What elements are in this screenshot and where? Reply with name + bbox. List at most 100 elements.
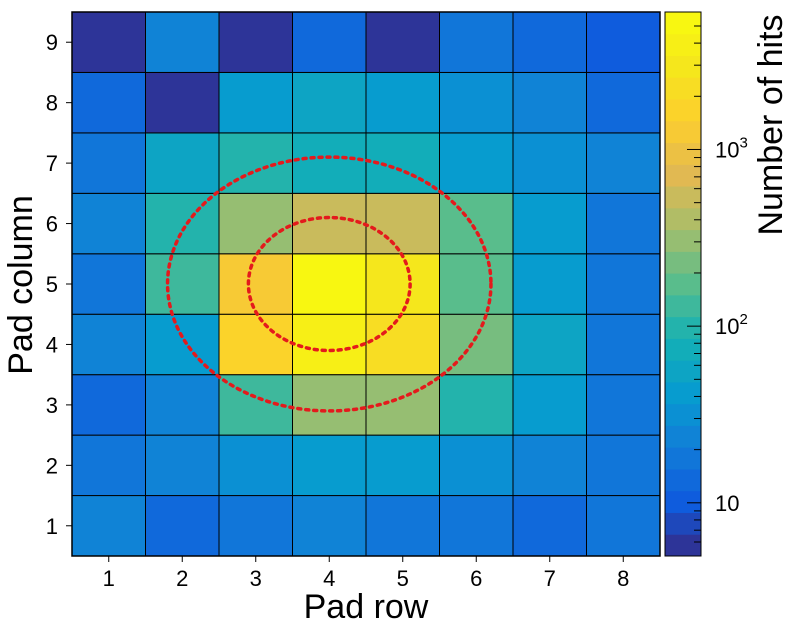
colorbar-segment	[665, 294, 701, 318]
colorbar-segment	[665, 447, 701, 470]
heatmap-cell	[218, 495, 293, 557]
y-tick-label: 4	[46, 332, 58, 357]
heatmap-cell	[439, 132, 514, 194]
heatmap-cell	[365, 71, 440, 134]
colorbar-segment	[665, 99, 701, 122]
heatmap-cell	[439, 374, 514, 436]
heatmap-cell	[71, 11, 146, 73]
heatmap-cell	[512, 313, 587, 376]
colorbar-segment	[665, 164, 701, 187]
heatmap-cell	[586, 71, 661, 134]
heatmap-cell	[439, 495, 514, 557]
heatmap-cell	[586, 434, 661, 497]
heatmap-cell	[71, 71, 146, 134]
y-tick-label: 3	[46, 393, 58, 418]
annotation-ellipse	[246, 215, 412, 353]
x-tick-label: 1	[103, 566, 115, 591]
heatmap-cell	[512, 71, 587, 134]
heatmap-cell	[365, 11, 440, 73]
heatmap-cell	[145, 313, 220, 376]
x-tick-label: 3	[250, 566, 262, 591]
colorbar-tick-label: 103	[715, 134, 748, 162]
heatmap-cell	[512, 11, 587, 73]
heatmap-cell	[439, 434, 514, 497]
y-axis-ticks: 1 2 3 4 5 6 7 8 9	[46, 30, 72, 539]
heatmap-cell	[71, 313, 146, 376]
colorbar-segment	[665, 512, 701, 535]
colorbar-segment	[665, 120, 701, 144]
heatmap-cell	[292, 132, 367, 194]
heatmap-cell	[71, 253, 146, 315]
colorbar-segment	[665, 468, 701, 492]
heatmap-cell	[145, 374, 220, 436]
heatmap-cell	[218, 192, 293, 255]
colorbar-segment	[665, 33, 701, 57]
heatmap-cell	[292, 71, 367, 134]
heatmap-cell	[586, 192, 661, 255]
heatmap-cell	[218, 434, 293, 497]
heatmap-cell	[586, 374, 661, 436]
heatmap-cell	[439, 253, 514, 315]
heatmap-cell	[365, 192, 440, 255]
heatmap-cell	[292, 495, 367, 557]
x-tick-label: 2	[176, 566, 188, 591]
heatmap-cell	[586, 313, 661, 376]
heatmap-cell	[512, 132, 587, 194]
heatmap-cell	[292, 253, 367, 315]
heatmap-cell	[512, 434, 587, 497]
heatmap-cell	[292, 374, 367, 436]
colorbar-segment	[665, 12, 701, 35]
heatmap-cell	[292, 192, 367, 255]
colorbar-segment	[665, 403, 701, 426]
y-tick-label: 5	[46, 272, 58, 297]
colorbar-segment	[665, 316, 701, 339]
heatmap-cell	[586, 495, 661, 557]
colorbar-segment	[665, 55, 701, 78]
heatmap-cell	[365, 253, 440, 315]
heatmap-cell	[218, 253, 293, 315]
heatmap-cell	[71, 192, 146, 255]
heatmap-cell	[71, 434, 146, 497]
heatmap-cell	[512, 495, 587, 557]
heatmap-cell	[145, 495, 220, 557]
x-tick-label: 5	[397, 566, 409, 591]
heatmap-cell	[365, 313, 440, 376]
heatmap-cell	[218, 11, 293, 73]
heatmap-cell	[292, 11, 367, 73]
heatmap-cell	[512, 253, 587, 315]
heatmap-cell	[439, 71, 514, 134]
heatmap-cell	[145, 11, 220, 73]
y-tick-label: 2	[46, 453, 58, 478]
heatmap-cell	[218, 313, 293, 376]
heatmap-cell	[586, 253, 661, 315]
colorbar-segment	[665, 142, 701, 165]
colorbar-segment	[665, 338, 701, 361]
x-tick-label: 7	[544, 566, 556, 591]
colorbar: 10 102 103	[664, 11, 748, 557]
heatmap-cell	[71, 132, 146, 194]
heatmap-cells	[71, 11, 661, 557]
heatmap-cell	[512, 374, 587, 436]
y-tick-label: 8	[46, 91, 58, 116]
y-tick-label: 7	[46, 151, 58, 176]
heatmap-cell	[71, 495, 146, 557]
heatmap-cell	[145, 192, 220, 255]
heatmap-cell	[439, 313, 514, 376]
colorbar-segment	[665, 534, 701, 557]
heatmap-cell	[145, 253, 220, 315]
heatmap-cell	[439, 11, 514, 73]
heatmap-cell	[145, 434, 220, 497]
heatmap-cell	[439, 192, 514, 255]
heatmap-cell	[145, 132, 220, 194]
colorbar-segment	[665, 207, 701, 231]
heatmap-cell	[292, 434, 367, 497]
colorbar-frame	[664, 11, 702, 557]
heatmap-cell	[586, 11, 661, 73]
y-tick-label: 6	[46, 212, 58, 237]
colorbar-segment	[665, 360, 701, 383]
colorbar-segment	[665, 381, 701, 405]
y-tick-label: 1	[46, 514, 58, 539]
annotation-ellipse	[165, 155, 493, 413]
heatmap-cell	[292, 313, 367, 376]
